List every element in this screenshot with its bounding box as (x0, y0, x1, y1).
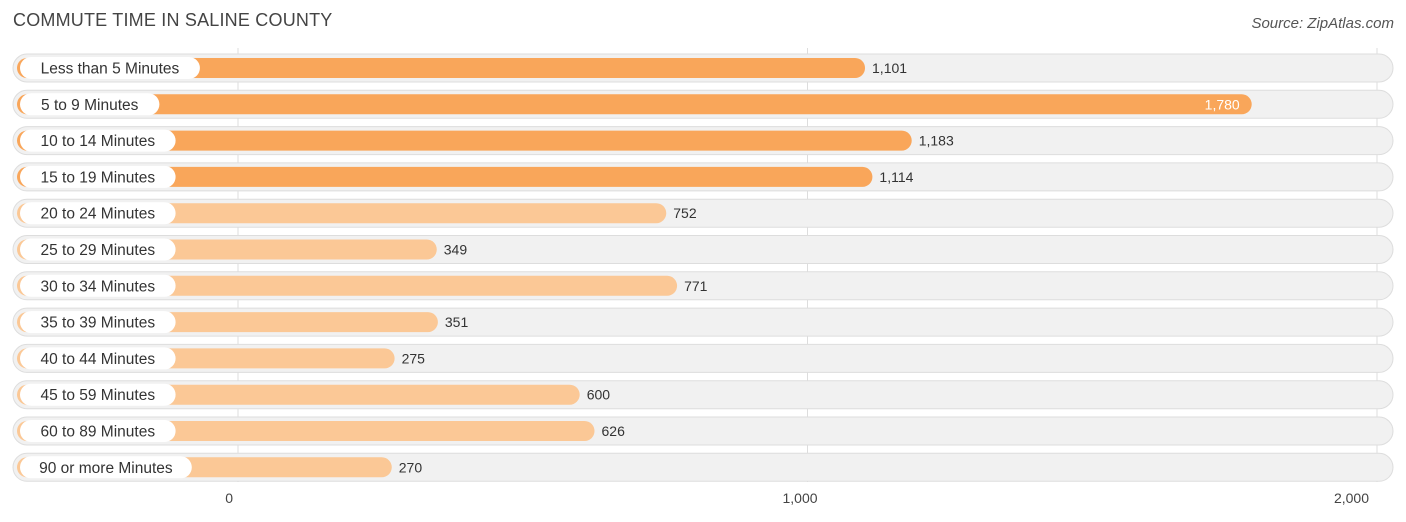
category-label: 10 to 14 Minutes (40, 133, 155, 150)
category-pill (20, 129, 176, 152)
bar-row: 20 to 24 Minutes 752 (12, 198, 1394, 228)
value-label: 275 (402, 350, 426, 366)
bar-row: 30 to 34 Minutes 771 (12, 271, 1394, 301)
bar (17, 203, 667, 224)
category-label: 90 or more Minutes (39, 460, 173, 477)
category-pill (20, 383, 176, 406)
category-label: 60 to 89 Minutes (40, 424, 155, 441)
category-label: 15 to 19 Minutes (40, 169, 155, 186)
bar-row: 40 to 44 Minutes 275 (12, 343, 1394, 373)
category-pill (20, 274, 176, 297)
value-label: 270 (399, 459, 423, 475)
category-label: 45 to 59 Minutes (40, 387, 155, 404)
tick-label: 2,000 (1334, 490, 1369, 506)
value-label: 1,101 (872, 60, 907, 76)
bar-row: Less than 5 Minutes 1,101 (12, 53, 1394, 83)
category-pill (20, 347, 176, 370)
category-label: 30 to 34 Minutes (40, 278, 155, 295)
bar-row: 15 to 19 Minutes 1,114 (12, 162, 1394, 192)
bar-row: 35 to 39 Minutes 351 (12, 307, 1394, 337)
bar (17, 94, 1252, 115)
category-pill (20, 57, 200, 79)
bar-row: 60 to 89 Minutes 626 (12, 416, 1394, 446)
bar-row: 90 or more Minutes 270 (12, 452, 1394, 482)
bar (17, 275, 678, 296)
grid-lines (237, 48, 1378, 482)
category-label: 5 to 9 Minutes (41, 97, 139, 114)
value-label: 600 (587, 387, 611, 403)
value-label: 1,780 (1205, 96, 1240, 112)
x-axis-ticks: 0 1,000 2,000 (225, 490, 1369, 506)
category-pill (20, 202, 176, 225)
value-label: 349 (444, 242, 468, 258)
category-label: 35 to 39 Minutes (40, 315, 155, 332)
category-label: 25 to 29 Minutes (40, 242, 155, 259)
bar (17, 130, 912, 151)
bar-row: 45 to 59 Minutes 600 (12, 380, 1394, 410)
bar (17, 166, 873, 187)
category-label: Less than 5 Minutes (41, 61, 180, 78)
category-pill (20, 456, 192, 479)
category-label: 20 to 24 Minutes (40, 206, 155, 223)
bar-row: 25 to 29 Minutes 349 (12, 235, 1394, 264)
tick-label: 0 (225, 490, 233, 506)
category-label: 40 to 44 Minutes (40, 351, 155, 368)
category-pill (20, 165, 176, 188)
bar (17, 58, 866, 78)
chart-title: COMMUTE TIME IN SALINE COUNTY (13, 10, 333, 30)
category-pill (20, 311, 176, 334)
value-label: 351 (445, 314, 469, 330)
bar-row: 5 to 9 Minutes 1,780 (12, 89, 1394, 119)
value-label: 626 (602, 423, 626, 439)
chart-source: Source: ZipAtlas.com (1251, 15, 1394, 32)
value-label: 771 (684, 278, 708, 294)
bar-row: 10 to 14 Minutes 1,183 (12, 126, 1394, 156)
value-label: 752 (673, 205, 697, 221)
category-pill (20, 238, 176, 261)
tick-label: 1,000 (783, 490, 818, 506)
value-label: 1,114 (879, 169, 913, 185)
value-label: 1,183 (919, 133, 954, 149)
category-pill (20, 93, 160, 116)
category-pill (20, 420, 176, 442)
